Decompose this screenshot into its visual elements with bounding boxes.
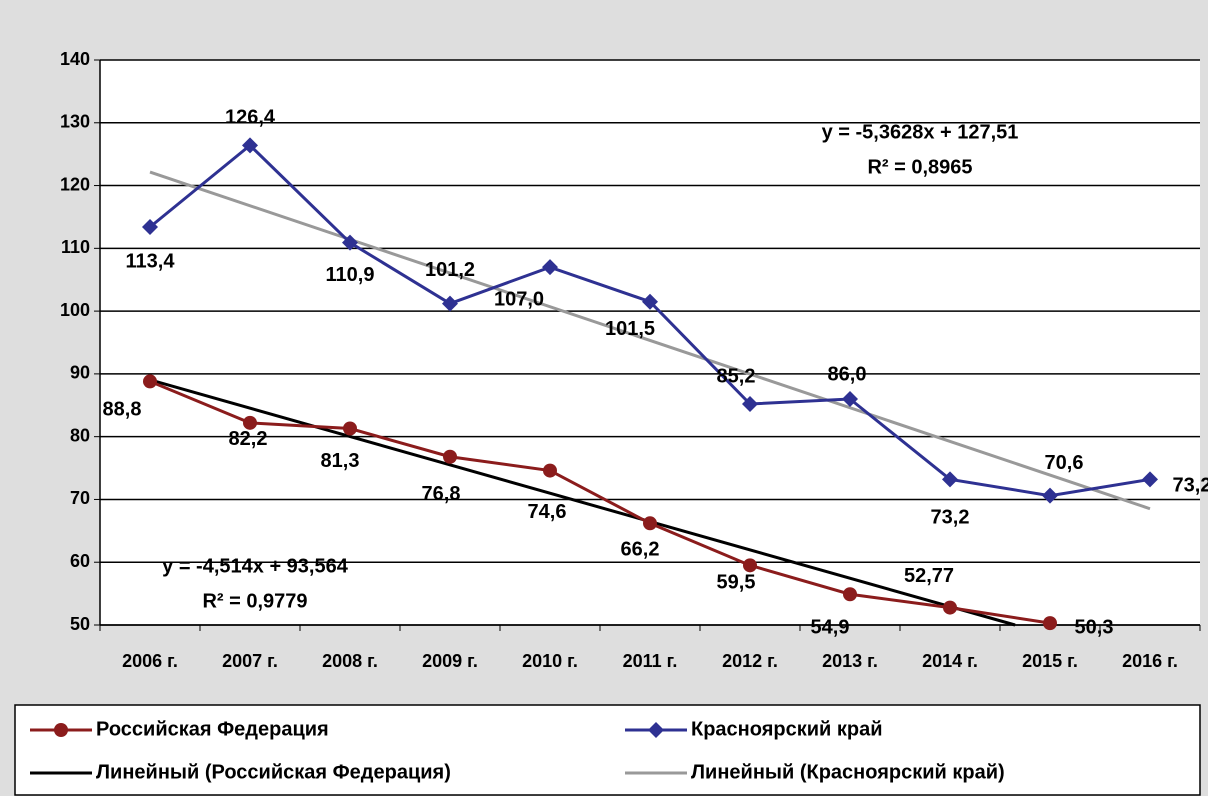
- point: [343, 421, 357, 436]
- data-label: 70,6: [1045, 452, 1084, 474]
- y-tick-label: 70: [70, 488, 90, 508]
- data-label: 85,2: [717, 365, 756, 387]
- point: [842, 391, 858, 407]
- point: [543, 463, 557, 478]
- data-label: 88,8: [103, 399, 142, 421]
- x-tick-label: 2008 г.: [322, 651, 378, 671]
- data-label: 59,5: [717, 572, 756, 594]
- x-tick-label: 2016 г.: [1122, 651, 1178, 671]
- data-label: 54,9: [811, 617, 850, 639]
- point: [342, 234, 358, 251]
- trend-equation: y = -4,514x + 93,564: [162, 555, 349, 577]
- x-tick-label: 2011 г.: [623, 651, 678, 671]
- point: [743, 558, 757, 573]
- point: [442, 295, 458, 312]
- trend-equation: y = -5,3628x + 127,51: [822, 121, 1019, 143]
- y-tick-label: 110: [61, 237, 90, 257]
- point: [648, 722, 664, 738]
- data-label: 73,2: [1173, 475, 1208, 497]
- trendline: [149, 170, 1151, 511]
- point: [943, 600, 957, 615]
- point: [942, 471, 958, 488]
- y-tick-label: 50: [70, 614, 90, 634]
- y-tick-label: 130: [60, 112, 90, 132]
- y-tick-label: 140: [60, 49, 90, 69]
- trend-r2: R² = 0,8965: [867, 156, 972, 178]
- legend-label: Российская Федерация: [96, 718, 329, 740]
- x-tick-label: 2010 г.: [522, 651, 578, 671]
- point: [242, 137, 258, 154]
- point: [843, 587, 857, 602]
- point: [642, 293, 658, 310]
- data-label: 126,4: [225, 107, 276, 129]
- y-tick-label: 60: [70, 551, 90, 571]
- data-label: 74,6: [528, 501, 567, 523]
- x-tick-label: 2014 г.: [922, 651, 978, 671]
- point: [54, 723, 68, 737]
- x-tick-label: 2013 г.: [822, 651, 878, 671]
- data-label: 76,8: [422, 483, 461, 505]
- point: [742, 396, 758, 413]
- x-tick-label: 2009 г.: [422, 651, 478, 671]
- x-tick-label: 2012 г.: [722, 651, 778, 671]
- data-label: 107,0: [494, 288, 544, 310]
- point: [1042, 487, 1058, 504]
- series-line: [149, 380, 1051, 625]
- x-tick-label: 2006 г.: [122, 651, 178, 671]
- trendline: [149, 378, 1016, 627]
- data-label: 110,9: [326, 264, 375, 286]
- data-label: 50,3: [1075, 616, 1114, 638]
- data-label: 101,2: [425, 259, 475, 281]
- legend-label: Линейный (Российская Федерация): [96, 761, 451, 783]
- data-label: 86,0: [828, 363, 867, 385]
- point: [542, 259, 558, 276]
- point: [1142, 471, 1158, 488]
- data-label: 101,5: [605, 318, 655, 340]
- x-tick-label: 2015 г.: [1022, 651, 1078, 671]
- point: [143, 374, 157, 389]
- legend-label: Красноярский край: [691, 718, 883, 740]
- point: [643, 516, 657, 531]
- point: [1043, 616, 1057, 631]
- trend-r2: R² = 0,9779: [202, 590, 307, 612]
- y-tick-label: 90: [70, 363, 90, 383]
- y-tick-label: 80: [70, 425, 90, 445]
- point: [243, 415, 257, 430]
- data-label: 73,2: [931, 507, 970, 529]
- data-label: 81,3: [321, 450, 360, 472]
- x-tick-label: 2007 г.: [222, 651, 278, 671]
- data-label: 52,77: [904, 565, 954, 587]
- y-tick-label: 100: [60, 300, 90, 320]
- legend: [14, 704, 1201, 796]
- legend-label: Линейный (Красноярский край): [691, 761, 1005, 783]
- data-label: 66,2: [621, 539, 660, 561]
- point: [443, 449, 457, 464]
- plot-area: [100, 60, 1200, 625]
- point: [142, 218, 158, 235]
- data-label: 82,2: [229, 428, 268, 450]
- y-tick-label: 120: [60, 174, 90, 194]
- data-label: 113,4: [126, 250, 176, 272]
